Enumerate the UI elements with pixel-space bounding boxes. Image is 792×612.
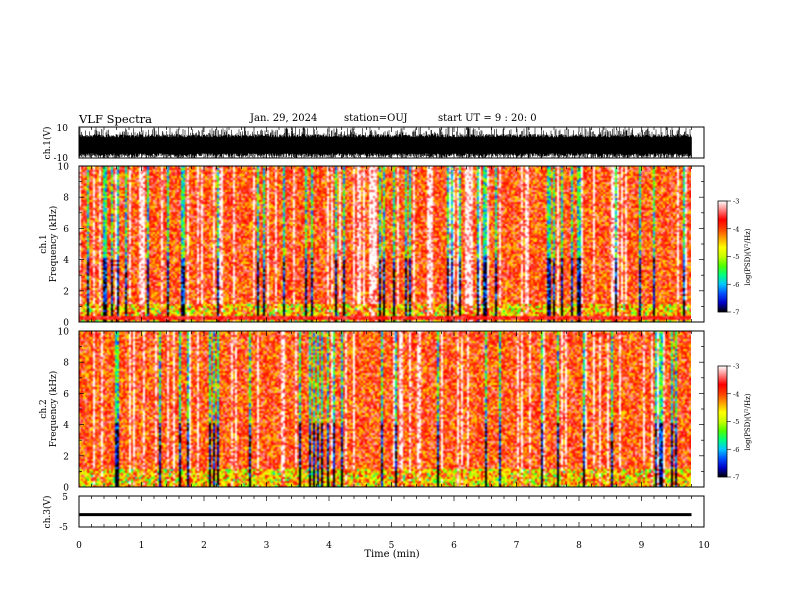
freq-tick-label: 2 xyxy=(63,452,69,462)
ch1-spec-ylabel-bottom: Frequency (kHz) xyxy=(48,206,59,283)
ch1-spectrogram-image xyxy=(79,166,691,322)
ch1-ytick-top: 10 xyxy=(57,124,69,134)
time-tick-label: 4 xyxy=(326,541,332,551)
colorbar-tick-label: -7 xyxy=(733,309,739,317)
colorbar-tick-label: -3 xyxy=(733,363,739,371)
ch2-spec-ylabel-bottom: Frequency (kHz) xyxy=(48,371,59,448)
freq-tick-label: 6 xyxy=(63,390,69,400)
freq-tick-label: 8 xyxy=(63,194,69,204)
time-tick-label: 10 xyxy=(698,541,710,551)
time-tick-label: 1 xyxy=(139,541,145,551)
time-tick-label: 9 xyxy=(639,541,645,551)
time-axis-tick-labels: 0 1 2 3 4 5 6 7 8 9 10 xyxy=(76,541,710,551)
ch1-ytick-bottom: -10 xyxy=(54,154,69,164)
ch3-waveform-ylabel: ch.3(V) xyxy=(42,496,53,529)
colorbar-tick-label: -6 xyxy=(733,281,739,289)
time-tick-label: 7 xyxy=(514,541,520,551)
ch1-colorbar: -3 -4 -5 -6 -7 log(PSD)(V²/Hz) xyxy=(717,198,752,317)
freq-tick-label: 8 xyxy=(63,359,69,369)
time-tick-label: 2 xyxy=(201,541,207,551)
time-tick-label: 3 xyxy=(264,541,270,551)
freq-tick-label: 10 xyxy=(58,328,70,338)
ch2-colorbar-gradient xyxy=(717,365,728,478)
time-tick-label: 0 xyxy=(76,541,82,551)
ch2-colorbar-ticks: -3 -4 -5 -6 -7 xyxy=(727,363,739,482)
ch2-freq-ticks: 0 2 4 6 8 10 xyxy=(58,328,704,494)
colorbar-tick-label: -7 xyxy=(733,474,739,482)
time-tick-label: 5 xyxy=(389,541,395,551)
ch1-waveform-trace xyxy=(78,127,692,158)
freq-tick-label: 0 xyxy=(63,319,69,329)
ch1-colorbar-gradient xyxy=(717,200,728,313)
colorbar-tick-label: -6 xyxy=(733,446,739,454)
ch2-spectrogram-panel: 0 2 4 6 8 10 ch.2 Frequency (kHz) xyxy=(39,328,705,494)
ch2-spec-ylabel-top: ch.2 xyxy=(39,399,49,418)
ch2-spectrogram-image xyxy=(79,331,691,487)
date-label: Jan. 29, 2024 xyxy=(250,113,318,124)
ch2-colorbar-label: log(PSD)(V²/Hz) xyxy=(744,393,752,450)
freq-tick-label: 10 xyxy=(58,163,70,173)
colorbar-tick-label: -5 xyxy=(733,253,739,261)
freq-tick-label: 4 xyxy=(63,256,69,266)
colorbar-tick-label: -4 xyxy=(733,390,739,398)
start-time-label: start UT = 9 : 20: 0 xyxy=(438,113,537,124)
time-tick-label: 6 xyxy=(451,541,457,551)
time-axis-label: Time (min) xyxy=(364,549,419,560)
ch3-ytick-bottom: -5 xyxy=(59,523,68,533)
ch2-colorbar: -3 -4 -5 -6 -7 log(PSD)(V²/Hz) xyxy=(717,363,752,482)
colorbar-tick-label: -5 xyxy=(733,418,739,426)
ch1-colorbar-ticks: -3 -4 -5 -6 -7 xyxy=(727,198,739,317)
colorbar-tick-label: -3 xyxy=(733,198,739,206)
station-label: station=OUJ xyxy=(344,113,408,124)
ch1-colorbar-label: log(PSD)(V²/Hz) xyxy=(744,228,752,285)
figure-title: VLF Spectra xyxy=(79,112,153,126)
ch1-freq-ticks: 0 2 4 6 8 10 xyxy=(58,163,704,329)
freq-tick-label: 4 xyxy=(63,421,69,431)
ch1-spec-ylabel-top: ch.1 xyxy=(39,234,49,253)
time-tick-label: 8 xyxy=(576,541,582,551)
ch1-waveform-ylabel: ch.1(V) xyxy=(42,127,53,160)
freq-tick-label: 2 xyxy=(63,287,69,297)
time-axis-ticks xyxy=(78,127,705,527)
colorbar-tick-label: -4 xyxy=(733,225,739,233)
freq-tick-label: 6 xyxy=(63,225,69,235)
ch1-spectrogram-panel: 0 2 4 6 8 10 ch.1 Frequency (kHz) xyxy=(39,163,705,329)
ch3-ytick-top: 5 xyxy=(62,493,68,503)
freq-tick-label: 0 xyxy=(63,484,69,494)
